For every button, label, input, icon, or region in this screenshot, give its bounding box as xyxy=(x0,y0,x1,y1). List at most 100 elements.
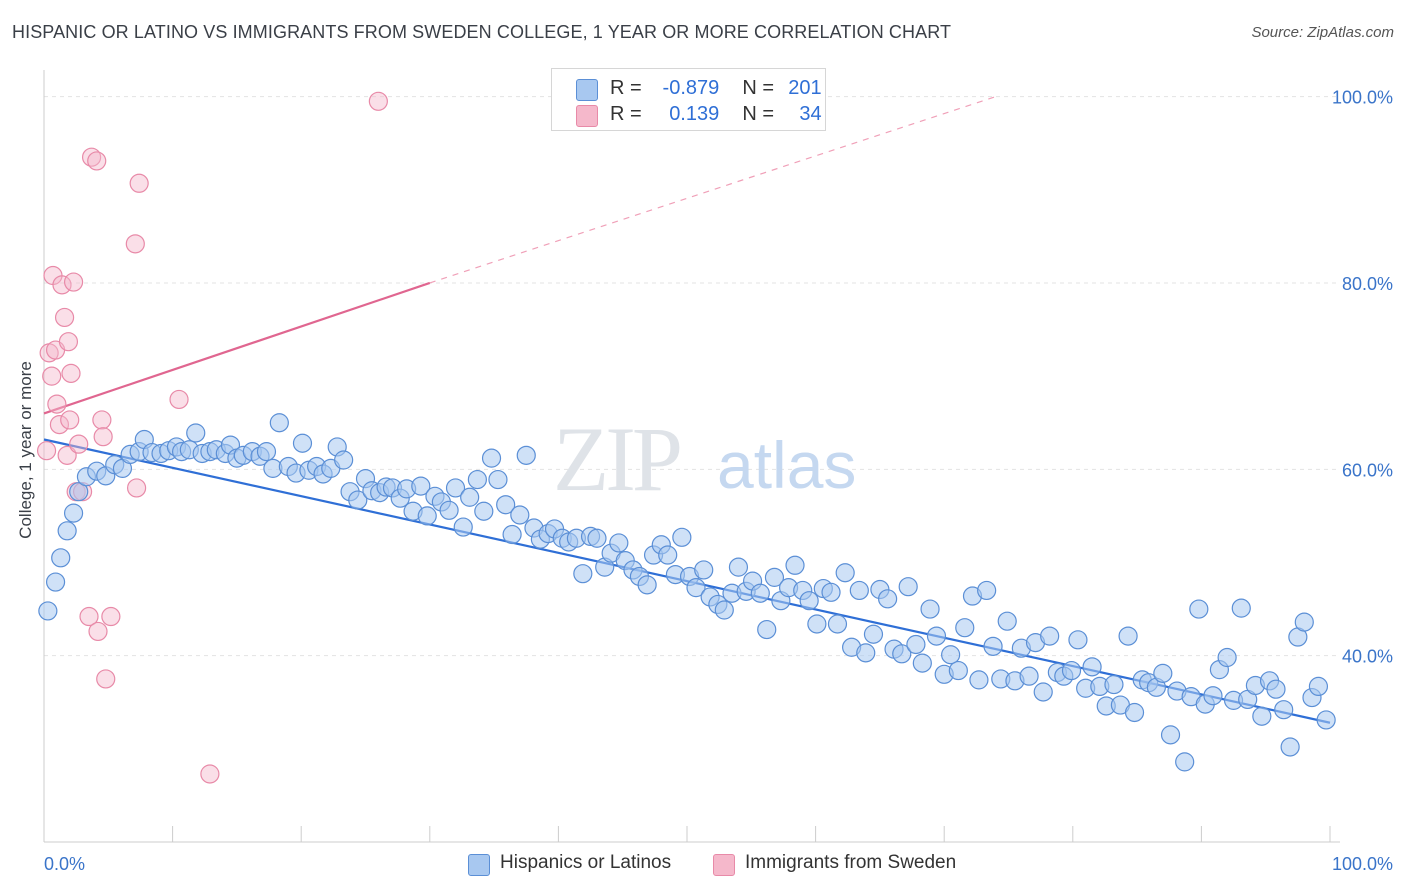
point-hispanic xyxy=(799,591,819,611)
point-hispanic xyxy=(892,644,912,664)
point-hispanic xyxy=(1104,674,1124,695)
point-hispanic xyxy=(906,634,926,655)
point-hispanic xyxy=(686,578,706,598)
point-sweden xyxy=(54,307,75,328)
stats-text-sweden: R = 0.139 N = 34 xyxy=(610,103,822,125)
legend-label-hispanics: Hispanics or Latinos xyxy=(500,852,672,873)
point-hispanic xyxy=(587,528,607,548)
point-hispanic xyxy=(51,548,71,568)
point-hispanic xyxy=(69,482,89,502)
point-sweden xyxy=(92,410,112,430)
chart-title: HISPANIC OR LATINO VS IMMIGRANTS FROM SW… xyxy=(12,22,952,42)
point-sweden xyxy=(60,410,80,430)
point-hispanic xyxy=(609,533,629,553)
legend-swatch-pink xyxy=(713,854,735,876)
point-sweden xyxy=(57,445,77,465)
point-hispanic xyxy=(445,478,466,498)
blue-swatch xyxy=(576,79,598,101)
point-hispanic xyxy=(334,450,354,470)
point-hispanic xyxy=(955,618,975,638)
point-hispanic xyxy=(977,580,997,601)
point-hispanic xyxy=(481,448,502,468)
point-hispanic xyxy=(941,645,961,665)
stats-text-hispanics: R = -0.879 N = 201 xyxy=(610,77,822,99)
point-hispanic xyxy=(637,575,657,595)
point-hispanic xyxy=(57,521,77,541)
y-axis-label-wrap: College, 1 year or more xyxy=(14,250,38,650)
x-tick-label-max: 100.0% xyxy=(1332,854,1393,874)
point-hispanic xyxy=(728,557,749,577)
point-hispanic xyxy=(1266,679,1286,699)
axes xyxy=(43,70,1340,843)
trend-line-sweden xyxy=(43,281,431,415)
point-hispanic xyxy=(835,563,855,583)
point-hispanic xyxy=(997,611,1017,631)
point-hispanic xyxy=(1033,682,1053,702)
point-hispanic xyxy=(672,527,692,547)
point-hispanic xyxy=(714,600,734,620)
point-sweden xyxy=(63,272,84,292)
point-sweden xyxy=(81,147,102,167)
points-immigrants-from-sweden xyxy=(36,91,388,784)
point-sweden xyxy=(58,332,79,352)
point-sweden xyxy=(200,764,220,784)
point-sweden xyxy=(42,366,62,386)
trend-lines xyxy=(43,96,1331,724)
point-hispanic xyxy=(417,506,437,526)
x-tick-label-min: 0.0% xyxy=(44,854,85,874)
point-hispanic xyxy=(474,501,494,521)
source-credit: Source: ZipAtlas.com xyxy=(1251,24,1394,41)
point-hispanic xyxy=(411,476,431,496)
point-hispanic xyxy=(948,660,968,681)
point-hispanic xyxy=(898,577,918,597)
point-hispanic xyxy=(38,601,58,621)
point-hispanic xyxy=(764,567,785,587)
point-hispanic xyxy=(821,582,841,602)
y-axis-label: College, 1 year or more xyxy=(16,361,35,539)
point-hispanic xyxy=(348,490,368,510)
point-hispanic xyxy=(292,433,313,453)
point-hispanic xyxy=(658,545,678,565)
point-sweden xyxy=(47,394,67,414)
watermark-zip: ZIP xyxy=(553,408,680,510)
point-hispanic xyxy=(694,560,714,580)
watermark-atlas: atlas xyxy=(717,428,856,502)
point-hispanic xyxy=(1019,666,1039,686)
point-hispanic xyxy=(516,445,536,465)
point-hispanic xyxy=(849,580,869,601)
point-hispanic xyxy=(502,524,522,545)
watermark: ZIP atlas xyxy=(553,408,856,510)
y-tick-label: 80.0% xyxy=(1342,274,1393,294)
point-hispanic xyxy=(750,583,770,603)
point-sweden xyxy=(129,173,149,193)
legend-label-sweden: Immigrants from Sweden xyxy=(745,852,957,873)
point-hispanic xyxy=(757,619,777,640)
point-sweden xyxy=(49,414,70,435)
point-hispanic xyxy=(863,624,884,644)
point-hispanic xyxy=(983,636,1003,656)
point-hispanic xyxy=(1175,752,1195,772)
point-hispanic xyxy=(1082,657,1102,677)
point-hispanic xyxy=(45,572,66,592)
point-hispanic xyxy=(1124,702,1145,723)
point-hispanic xyxy=(1040,626,1060,646)
point-hispanic xyxy=(1252,706,1272,726)
point-hispanic xyxy=(439,500,459,520)
point-sweden xyxy=(125,234,145,254)
trend-line-sweden-extension xyxy=(429,96,996,284)
point-hispanic xyxy=(256,442,277,462)
point-sweden xyxy=(126,478,147,498)
point-hispanic xyxy=(1274,700,1294,720)
gridlines xyxy=(44,96,1340,657)
point-sweden xyxy=(93,427,113,447)
point-sweden xyxy=(61,363,81,383)
y-tick-label: 40.0% xyxy=(1342,647,1393,667)
stats-legend: R = -0.879 N = 201 R = 0.139 N = 34 xyxy=(551,68,826,131)
point-hispanic xyxy=(1294,612,1314,632)
point-hispanic xyxy=(496,495,516,515)
point-hispanic xyxy=(912,653,932,673)
point-hispanic xyxy=(1217,647,1237,668)
legend-swatch-blue xyxy=(468,854,490,876)
point-hispanic xyxy=(573,564,593,584)
